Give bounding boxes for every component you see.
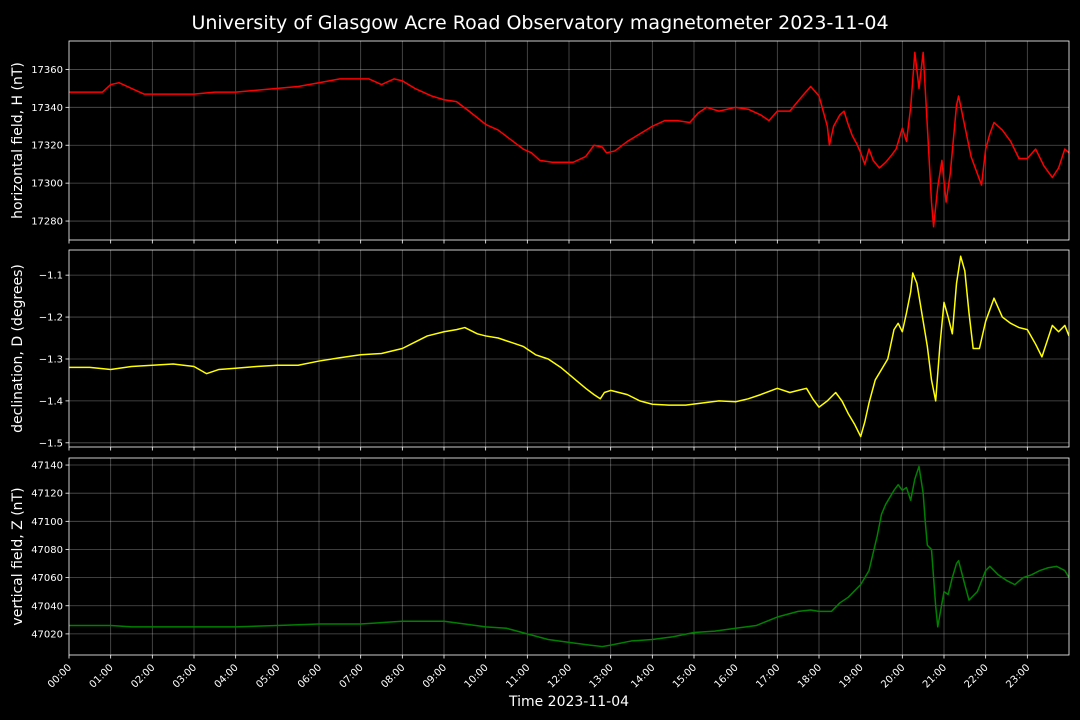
series-line-1 [69, 51, 1069, 228]
y-tick-label: 47060 [31, 573, 63, 584]
panel-3: 47020 47040 47060 47080 47100 47120 47140 verti… [10, 457, 1070, 659]
y-tick-label: 47080 [31, 545, 63, 556]
y-tick-label: 17340 [31, 103, 63, 114]
y-tick-label: −1.2 [39, 313, 63, 324]
y-tick-label: 47140 [31, 461, 63, 472]
chart-title: University of Glasgow Acre Road Observat… [191, 12, 888, 34]
series-line-3 [69, 465, 1069, 648]
y-axis-label: horizontal field, H (nT) [10, 62, 26, 219]
y-tick-label: −1.5 [39, 438, 63, 449]
y-tick-label: 17320 [31, 141, 63, 152]
panel-2: −1.5 −1.4 −1.3 −1.2 −1.1 declination, D (degr… [10, 249, 1070, 451]
x-axis-label: Time 2023-11-04 [508, 694, 629, 710]
y-tick-label: −1.4 [39, 396, 63, 407]
panel-frame [68, 249, 1070, 448]
series-line-2 [69, 255, 1069, 438]
y-tick-label: 17280 [31, 217, 63, 228]
y-tick-label: 17300 [31, 179, 63, 190]
y-tick-label: 47100 [31, 517, 63, 528]
y-tick-label: 47120 [31, 489, 63, 500]
y-tick-label: −1.3 [39, 354, 63, 365]
y-tick-label: 17360 [31, 65, 63, 76]
y-axis-label: vertical field, Z (nT) [10, 487, 26, 625]
y-tick-label: 47020 [31, 629, 63, 640]
y-axis-label: declination, D (degrees) [10, 264, 26, 433]
panel-1: 17280 17300 17320 17340 17360 horizontal fiel… [10, 40, 1070, 244]
y-tick-label: −1.1 [39, 271, 63, 282]
y-tick-label: 47040 [31, 601, 63, 612]
panel-frame [68, 40, 1070, 241]
panel-frame [68, 457, 1070, 656]
